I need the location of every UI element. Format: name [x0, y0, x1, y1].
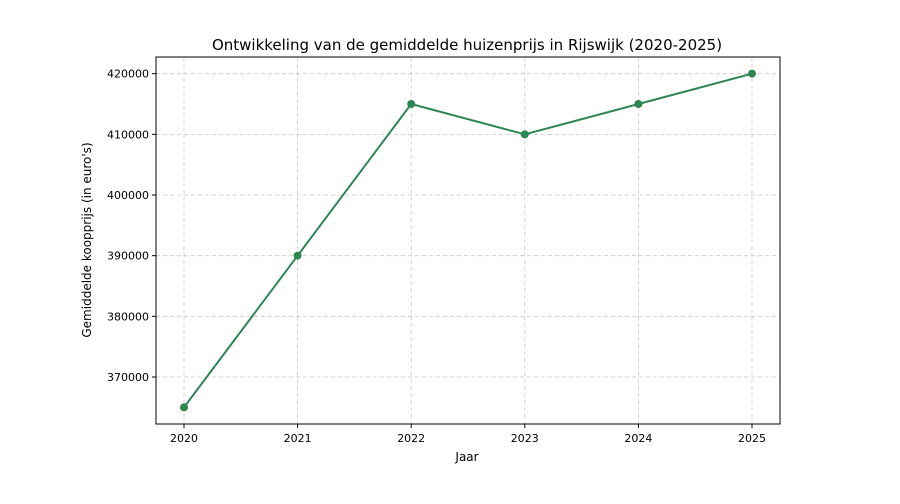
- x-tick-label: 2022: [397, 432, 425, 445]
- series: [180, 69, 756, 412]
- grid: [156, 57, 780, 424]
- x-tick-label: 2021: [284, 432, 312, 445]
- chart-title: Ontwikkeling van de gemiddelde huizenpri…: [212, 36, 722, 54]
- x-axis-label: Jaar: [454, 450, 478, 464]
- data-point-2021: [293, 251, 302, 260]
- series-line: [183, 72, 753, 408]
- y-tick-label: 400000: [107, 189, 149, 202]
- x-tick-label: 2023: [511, 432, 539, 445]
- x-tick-label: 2025: [738, 432, 766, 445]
- y-tick-label: 420000: [107, 68, 149, 81]
- data-point-2024: [634, 100, 643, 109]
- y-tick-label: 380000: [107, 310, 149, 323]
- data-point-2025: [748, 69, 756, 78]
- data-point-2023: [520, 130, 529, 139]
- x-tick-label: 2020: [170, 432, 198, 445]
- data-point-2022: [407, 100, 416, 109]
- x-tick-label: 2024: [624, 432, 652, 445]
- data-point-2020: [180, 403, 188, 412]
- y-tick-label: 410000: [107, 128, 149, 141]
- axes: 2020 2021 2022 2023 2024 2025 370000 380000 3900…: [107, 56, 781, 445]
- y-tick-label: 370000: [107, 371, 149, 384]
- y-axis-label: Gemiddelde koopprijs (in euro's): [80, 142, 94, 337]
- y-tick-label: 390000: [107, 250, 149, 263]
- plot-frame: [155, 56, 781, 425]
